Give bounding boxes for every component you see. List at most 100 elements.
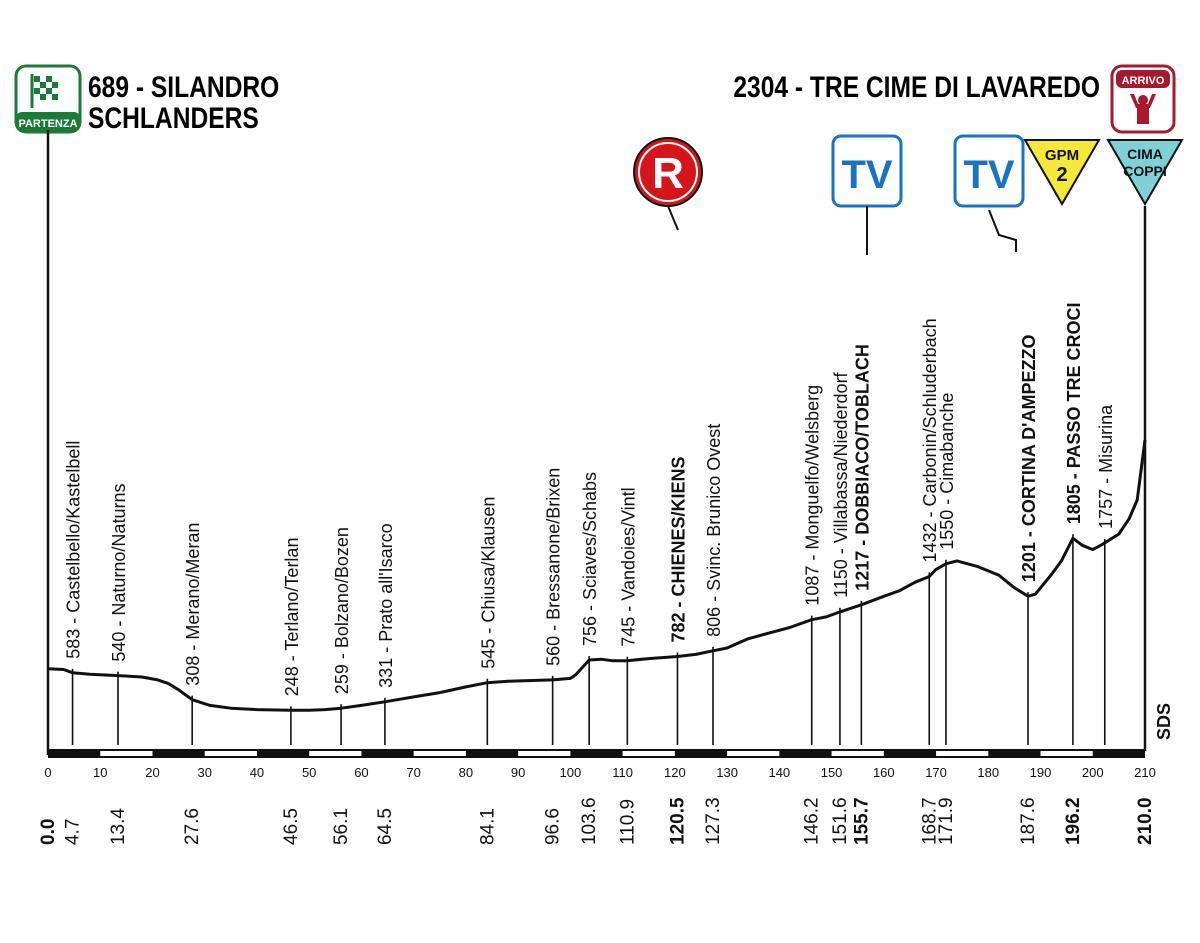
- km-scale-gap: [727, 751, 780, 756]
- km-scale-gap: [309, 751, 362, 756]
- x-tick-label: 160: [873, 765, 895, 780]
- cima-label-1: CIMA: [1127, 146, 1163, 162]
- cima-coppi-triangle-icon: CIMA COPPI: [1106, 139, 1184, 206]
- location-label: 782 - CHIENES/KIENS: [668, 456, 688, 642]
- x-tick-label: 60: [354, 765, 368, 780]
- x-tick-label: 110: [612, 765, 633, 780]
- location-label: 331 - Prato all'Isarco: [376, 523, 396, 688]
- checkered-flag-icon: [30, 74, 58, 108]
- finish-badge: ARRIVO: [1110, 64, 1176, 134]
- km-scale-gap: [831, 751, 884, 756]
- km-scale-gap: [413, 751, 466, 756]
- start-title: 689 - SILANDRO: [88, 70, 279, 104]
- x-tick-label: 180: [977, 765, 999, 780]
- x-tick-label: 40: [250, 765, 264, 780]
- gpm-label: GPM: [1045, 147, 1079, 164]
- km-distance-label: 64.5: [375, 808, 396, 845]
- elevation-profile-line: [47, 439, 1147, 712]
- km-distance-label: 146.2: [802, 797, 823, 845]
- km-distance-label: 13.4: [108, 808, 129, 845]
- gpm-category: 2: [1056, 164, 1067, 186]
- x-tick-label: 130: [716, 765, 738, 780]
- finish-title: 2304 - TRE CIME DI LAVAREDO: [733, 70, 1100, 104]
- location-label: 545 - Chiusa/Klausen: [478, 497, 498, 669]
- location-label: 540 - Naturno/Naturns: [109, 484, 129, 662]
- x-tick-label: 50: [302, 765, 316, 780]
- x-tick-label: 70: [406, 765, 420, 780]
- location-label: 1432 - Carbonin/Schluderbach: [920, 318, 940, 562]
- svg-text:TV: TV: [841, 153, 892, 197]
- km-distance-label: 56.1: [331, 808, 352, 845]
- feed-zone-R-icon: R: [633, 137, 703, 207]
- location-label: 1201 - CORTINA D'AMPEZZO: [1019, 335, 1039, 583]
- location-label: 308 - Merano/Meran: [183, 523, 203, 686]
- x-tick-label: 80: [459, 765, 473, 780]
- km-distance-label: 210.0: [1135, 797, 1156, 845]
- km-distance-label: 171.9: [936, 797, 957, 845]
- x-tick-label: 120: [664, 765, 686, 780]
- tv-icon: TV: [831, 134, 903, 208]
- km-distance-label: 187.6: [1018, 797, 1039, 845]
- location-label: 248 - Terlano/Terlan: [282, 538, 302, 697]
- location-label: 1805 - PASSO TRE CROCI: [1064, 303, 1084, 525]
- x-tick-label: 140: [768, 765, 790, 780]
- location-label: 1150 - Villabassa/Niederdorf: [831, 371, 851, 597]
- tv-connector-2: [988, 209, 1017, 252]
- gpm-triangle-icon: GPM 2: [1023, 139, 1101, 206]
- location-label: 1757 - Misurina: [1096, 404, 1116, 529]
- location-label: 1087 - Monguelfo/Welsberg: [803, 385, 823, 606]
- start-badge: PARTENZA: [14, 64, 82, 134]
- finish-badge-label: ARRIVO: [1122, 75, 1165, 87]
- x-tick-label: 90: [511, 765, 525, 780]
- km-scale-gap: [204, 751, 257, 756]
- location-label: 1550 - Cimabanche: [937, 393, 957, 550]
- km-scale-gap: [100, 751, 153, 756]
- x-tick-label: 100: [560, 765, 582, 780]
- km-distance-label: 46.5: [281, 808, 302, 845]
- km-distance-label: 84.1: [477, 808, 498, 845]
- location-label: 806 - Svinc. Brunico Ovest: [704, 424, 724, 637]
- km-scale-band: [48, 749, 1145, 758]
- x-tick-label: 0: [44, 765, 51, 780]
- km-distance-label: 110.9: [617, 799, 638, 845]
- x-tick-label: 10: [93, 765, 107, 780]
- km-distance-label: 120.5: [667, 797, 688, 845]
- location-label: 259 - Bolzano/Bozen: [332, 527, 352, 694]
- km-distance-label: 27.6: [182, 808, 203, 845]
- x-tick-label: 190: [1030, 765, 1052, 780]
- location-label: 745 - Vandoies/Vintl: [618, 487, 638, 646]
- x-tick-label: 150: [821, 765, 843, 780]
- start-badge-label: PARTENZA: [18, 118, 77, 130]
- km-distance-label: 168.7: [919, 797, 940, 845]
- svg-text:R: R: [652, 149, 684, 198]
- tv-icon: TV: [953, 134, 1025, 208]
- location-label: 583 - Castelbello/Kastelbell: [64, 441, 84, 659]
- cima-label-2: COPPI: [1123, 163, 1167, 179]
- x-tick-label: 210: [1134, 765, 1156, 780]
- finish-arms-up-icon: [1130, 94, 1156, 124]
- x-tick-label: 170: [925, 765, 947, 780]
- location-label: 560 - Bressanone/Brixen: [544, 468, 564, 666]
- km-distance-label: 127.3: [703, 797, 724, 845]
- svg-text:TV: TV: [963, 153, 1014, 197]
- km-distance-label: 96.6: [543, 808, 564, 845]
- km-scale-gap: [518, 751, 571, 756]
- km-scale-gap: [622, 751, 675, 756]
- x-tick-label: 200: [1082, 765, 1104, 780]
- plot-layer: 0 10 20 30 40 50 60 70 80 90 100 110 120 130 140 150 160…: [38, 303, 1198, 845]
- km-distance-label: 151.6: [830, 797, 851, 845]
- start-title-2: SCHLANDERS: [88, 101, 259, 135]
- x-tick-label: 30: [197, 765, 211, 780]
- km-distance-label: 155.7: [851, 797, 872, 845]
- km-scale-gap: [936, 751, 989, 756]
- location-label: 1217 - DOBBIACO/TOBLACH: [852, 344, 872, 591]
- km-scale-gap: [1145, 751, 1198, 756]
- km-distance-label: 196.2: [1063, 797, 1084, 845]
- km-distance-label: 103.6: [579, 797, 600, 845]
- km-distance-label: 0.0: [38, 819, 59, 845]
- sds-mark: SDS: [1154, 703, 1174, 740]
- x-tick-label: 20: [145, 765, 159, 780]
- km-distance-label: 4.7: [63, 819, 84, 845]
- feed-connector: [667, 205, 679, 231]
